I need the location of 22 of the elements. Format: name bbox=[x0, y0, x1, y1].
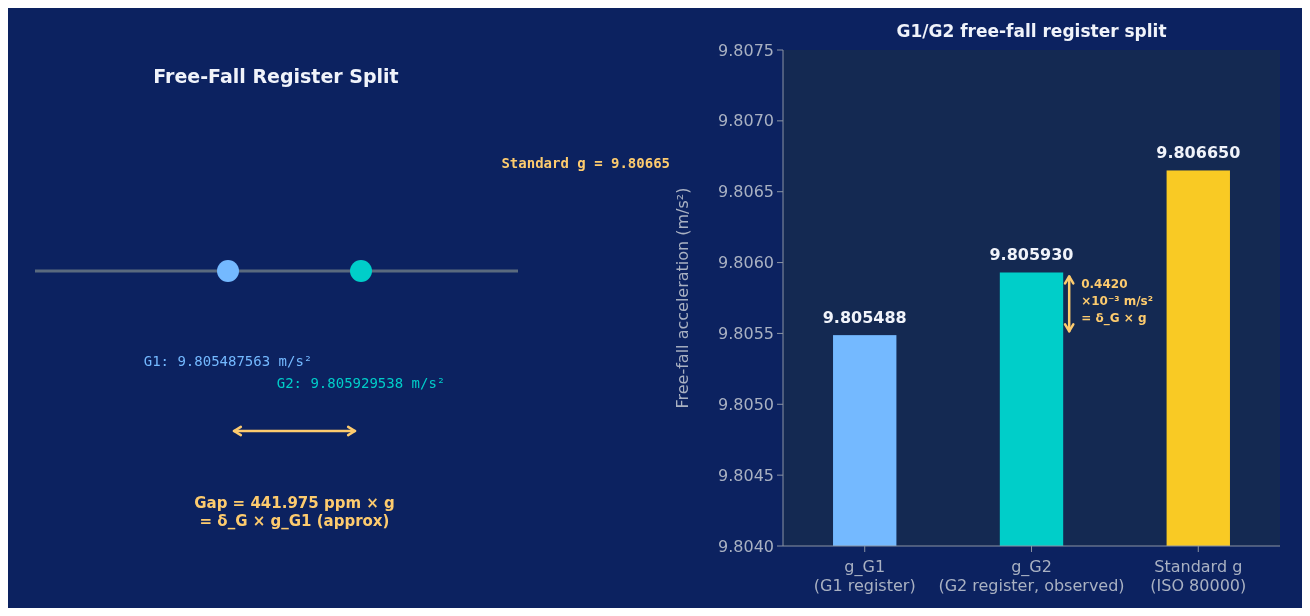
chart-title: G1/G2 free-fall register split bbox=[896, 21, 1167, 41]
x-tick-label: Standard g (ISO 80000) bbox=[1150, 557, 1247, 595]
data-label: 9.805930 bbox=[989, 245, 1074, 265]
y-tick-label: 9.8065 bbox=[718, 182, 774, 202]
y-tick-label: 9.8055 bbox=[718, 324, 774, 344]
x-tick-label: g_G2 (G2 register, observed) bbox=[938, 557, 1125, 595]
y-tick-label: 9.8050 bbox=[718, 394, 774, 414]
text: Free-Fall Register Split bbox=[153, 65, 399, 87]
y-tick-label: 9.8040 bbox=[718, 536, 774, 556]
annotation: 0.4420 ×10⁻³ m/s² = δ_G × g bbox=[1081, 276, 1153, 326]
data-label: 9.805488 bbox=[822, 308, 907, 328]
x-tick-label: g_G1 (G1 register) bbox=[813, 557, 916, 595]
data-label: 9.806650 bbox=[1156, 143, 1241, 163]
text: G1: 9.805487563 m/s² bbox=[143, 353, 313, 369]
y-tick-label: 9.8070 bbox=[718, 111, 774, 131]
text: G2: 9.805929538 m/s² bbox=[276, 375, 446, 391]
y-tick-label: 9.8060 bbox=[718, 253, 774, 273]
y-axis-title: Free-fall acceleration (m/s²) bbox=[673, 187, 692, 409]
y-tick-label: 9.8045 bbox=[718, 465, 774, 485]
text: Gap = 441.975 ppm × g = δ_G × g_G1 (approx) bbox=[194, 494, 395, 530]
text: Standard g = 9.80665 bbox=[501, 155, 670, 171]
y-tick-label: 9.8075 bbox=[718, 40, 774, 60]
